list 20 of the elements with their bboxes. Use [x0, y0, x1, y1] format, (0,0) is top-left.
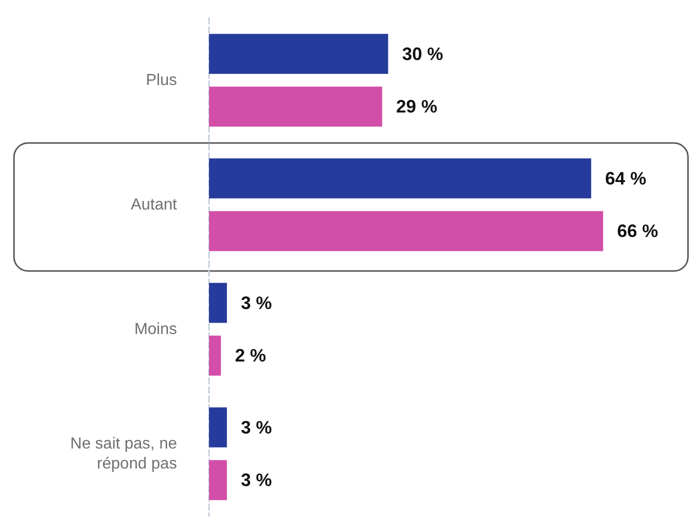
bar [209, 407, 227, 448]
bar [209, 211, 604, 252]
y-tick-label: Plus [146, 72, 177, 89]
data-label: 66 % [617, 221, 658, 242]
bar [209, 34, 388, 74]
bar [209, 336, 221, 376]
y-tick-label: Moins [134, 320, 177, 338]
y-tick-label: Ne sait pas, ne répond pas [70, 435, 178, 472]
y-tick-label: Autant [130, 196, 178, 214]
bar [209, 158, 592, 198]
bar [209, 86, 382, 127]
data-label: 30 % [402, 44, 444, 64]
bar [209, 282, 227, 323]
data-label: 2 % [234, 346, 266, 366]
data-label: 64 % [605, 168, 646, 188]
data-label: 3 % [240, 292, 272, 313]
data-label: 29 % [396, 96, 438, 117]
data-label: 3 % [240, 470, 272, 490]
bar [209, 460, 227, 500]
data-label: 3 % [240, 417, 272, 438]
